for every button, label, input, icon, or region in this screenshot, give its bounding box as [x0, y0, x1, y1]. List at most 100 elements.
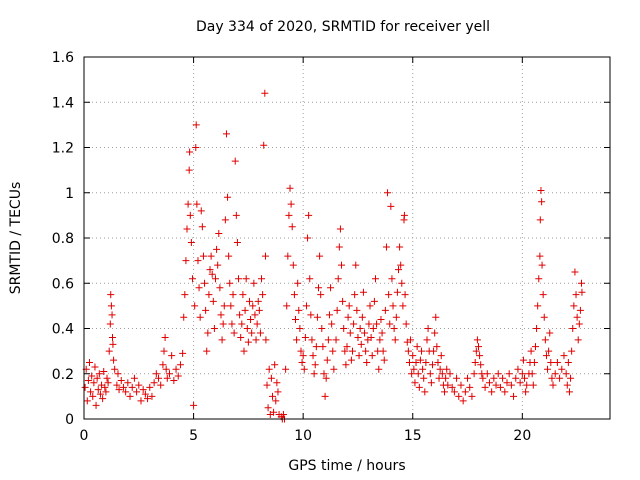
data-point	[107, 302, 115, 310]
data-point	[483, 370, 491, 378]
data-point	[301, 334, 309, 342]
data-point	[228, 320, 236, 328]
data-point	[535, 275, 543, 283]
data-point	[332, 336, 340, 344]
data-point	[245, 297, 253, 305]
data-point	[105, 347, 113, 355]
data-point	[510, 392, 518, 400]
data-point	[217, 311, 225, 319]
data-point	[398, 279, 406, 287]
data-point	[179, 349, 187, 357]
data-point	[496, 383, 504, 391]
data-point	[516, 379, 524, 387]
y-tick-label: 1.6	[52, 50, 74, 66]
scatter-points	[81, 89, 586, 423]
data-point	[341, 347, 349, 355]
data-point	[295, 306, 303, 314]
data-point	[293, 336, 301, 344]
data-point	[218, 336, 226, 344]
data-point	[411, 379, 419, 387]
data-point	[194, 257, 202, 265]
data-point	[409, 352, 417, 360]
data-point	[133, 388, 141, 396]
data-point	[538, 261, 546, 269]
data-point	[102, 388, 110, 396]
x-tick-label: 5	[189, 428, 198, 444]
data-point	[253, 320, 261, 328]
data-point	[427, 379, 435, 387]
data-point	[324, 336, 332, 344]
data-point	[570, 302, 578, 310]
data-point	[106, 320, 114, 328]
data-point	[213, 245, 221, 253]
data-point	[518, 370, 526, 378]
data-point	[340, 325, 348, 332]
data-point	[422, 358, 430, 366]
data-point	[92, 401, 100, 409]
y-tick-label: 0.2	[52, 367, 74, 383]
data-point	[464, 374, 472, 382]
data-point	[174, 372, 182, 380]
data-point	[239, 291, 247, 299]
data-point	[453, 374, 461, 382]
data-point	[196, 313, 204, 321]
data-point	[345, 302, 353, 310]
data-point	[431, 329, 439, 337]
data-point	[385, 291, 393, 299]
data-point	[344, 313, 352, 321]
data-point	[81, 383, 89, 391]
data-point	[373, 320, 381, 328]
data-point	[284, 252, 292, 260]
data-point	[354, 334, 362, 342]
data-point	[375, 365, 383, 373]
data-point	[408, 370, 416, 378]
data-point	[426, 370, 434, 378]
data-point	[405, 358, 413, 366]
data-point	[556, 374, 564, 382]
data-point	[188, 275, 196, 283]
data-point	[135, 381, 143, 389]
data-point	[93, 374, 101, 382]
data-point	[476, 352, 484, 360]
data-point	[139, 386, 147, 394]
data-point	[450, 388, 458, 396]
data-point	[184, 200, 192, 208]
data-point	[380, 356, 388, 364]
data-point	[187, 239, 195, 247]
data-point	[571, 268, 579, 276]
data-point	[490, 374, 498, 382]
data-point	[444, 381, 452, 389]
data-point	[104, 379, 112, 387]
data-point	[329, 347, 337, 355]
data-point	[190, 401, 198, 409]
data-point	[206, 266, 214, 274]
data-point	[320, 370, 328, 378]
data-point	[251, 311, 259, 319]
data-point	[573, 313, 581, 321]
data-point	[137, 397, 145, 405]
data-point	[264, 404, 272, 412]
data-point	[319, 343, 327, 351]
data-point	[578, 279, 586, 287]
data-point	[165, 370, 173, 378]
data-point	[117, 377, 125, 385]
data-point	[501, 388, 509, 396]
data-point	[296, 325, 304, 332]
data-point	[192, 121, 200, 129]
data-point	[312, 343, 320, 351]
data-point	[162, 365, 170, 373]
x-tick-label: 20	[513, 428, 531, 444]
data-point	[549, 381, 557, 389]
data-point	[290, 291, 298, 299]
data-point	[107, 291, 115, 299]
data-point	[455, 392, 463, 400]
data-point	[488, 388, 496, 396]
data-point	[226, 279, 234, 287]
data-point	[240, 347, 248, 355]
data-point	[459, 397, 467, 405]
data-point	[192, 144, 200, 151]
data-point	[265, 365, 273, 373]
x-tick-label: 0	[80, 428, 89, 444]
data-point	[366, 302, 374, 310]
data-point	[119, 383, 127, 391]
